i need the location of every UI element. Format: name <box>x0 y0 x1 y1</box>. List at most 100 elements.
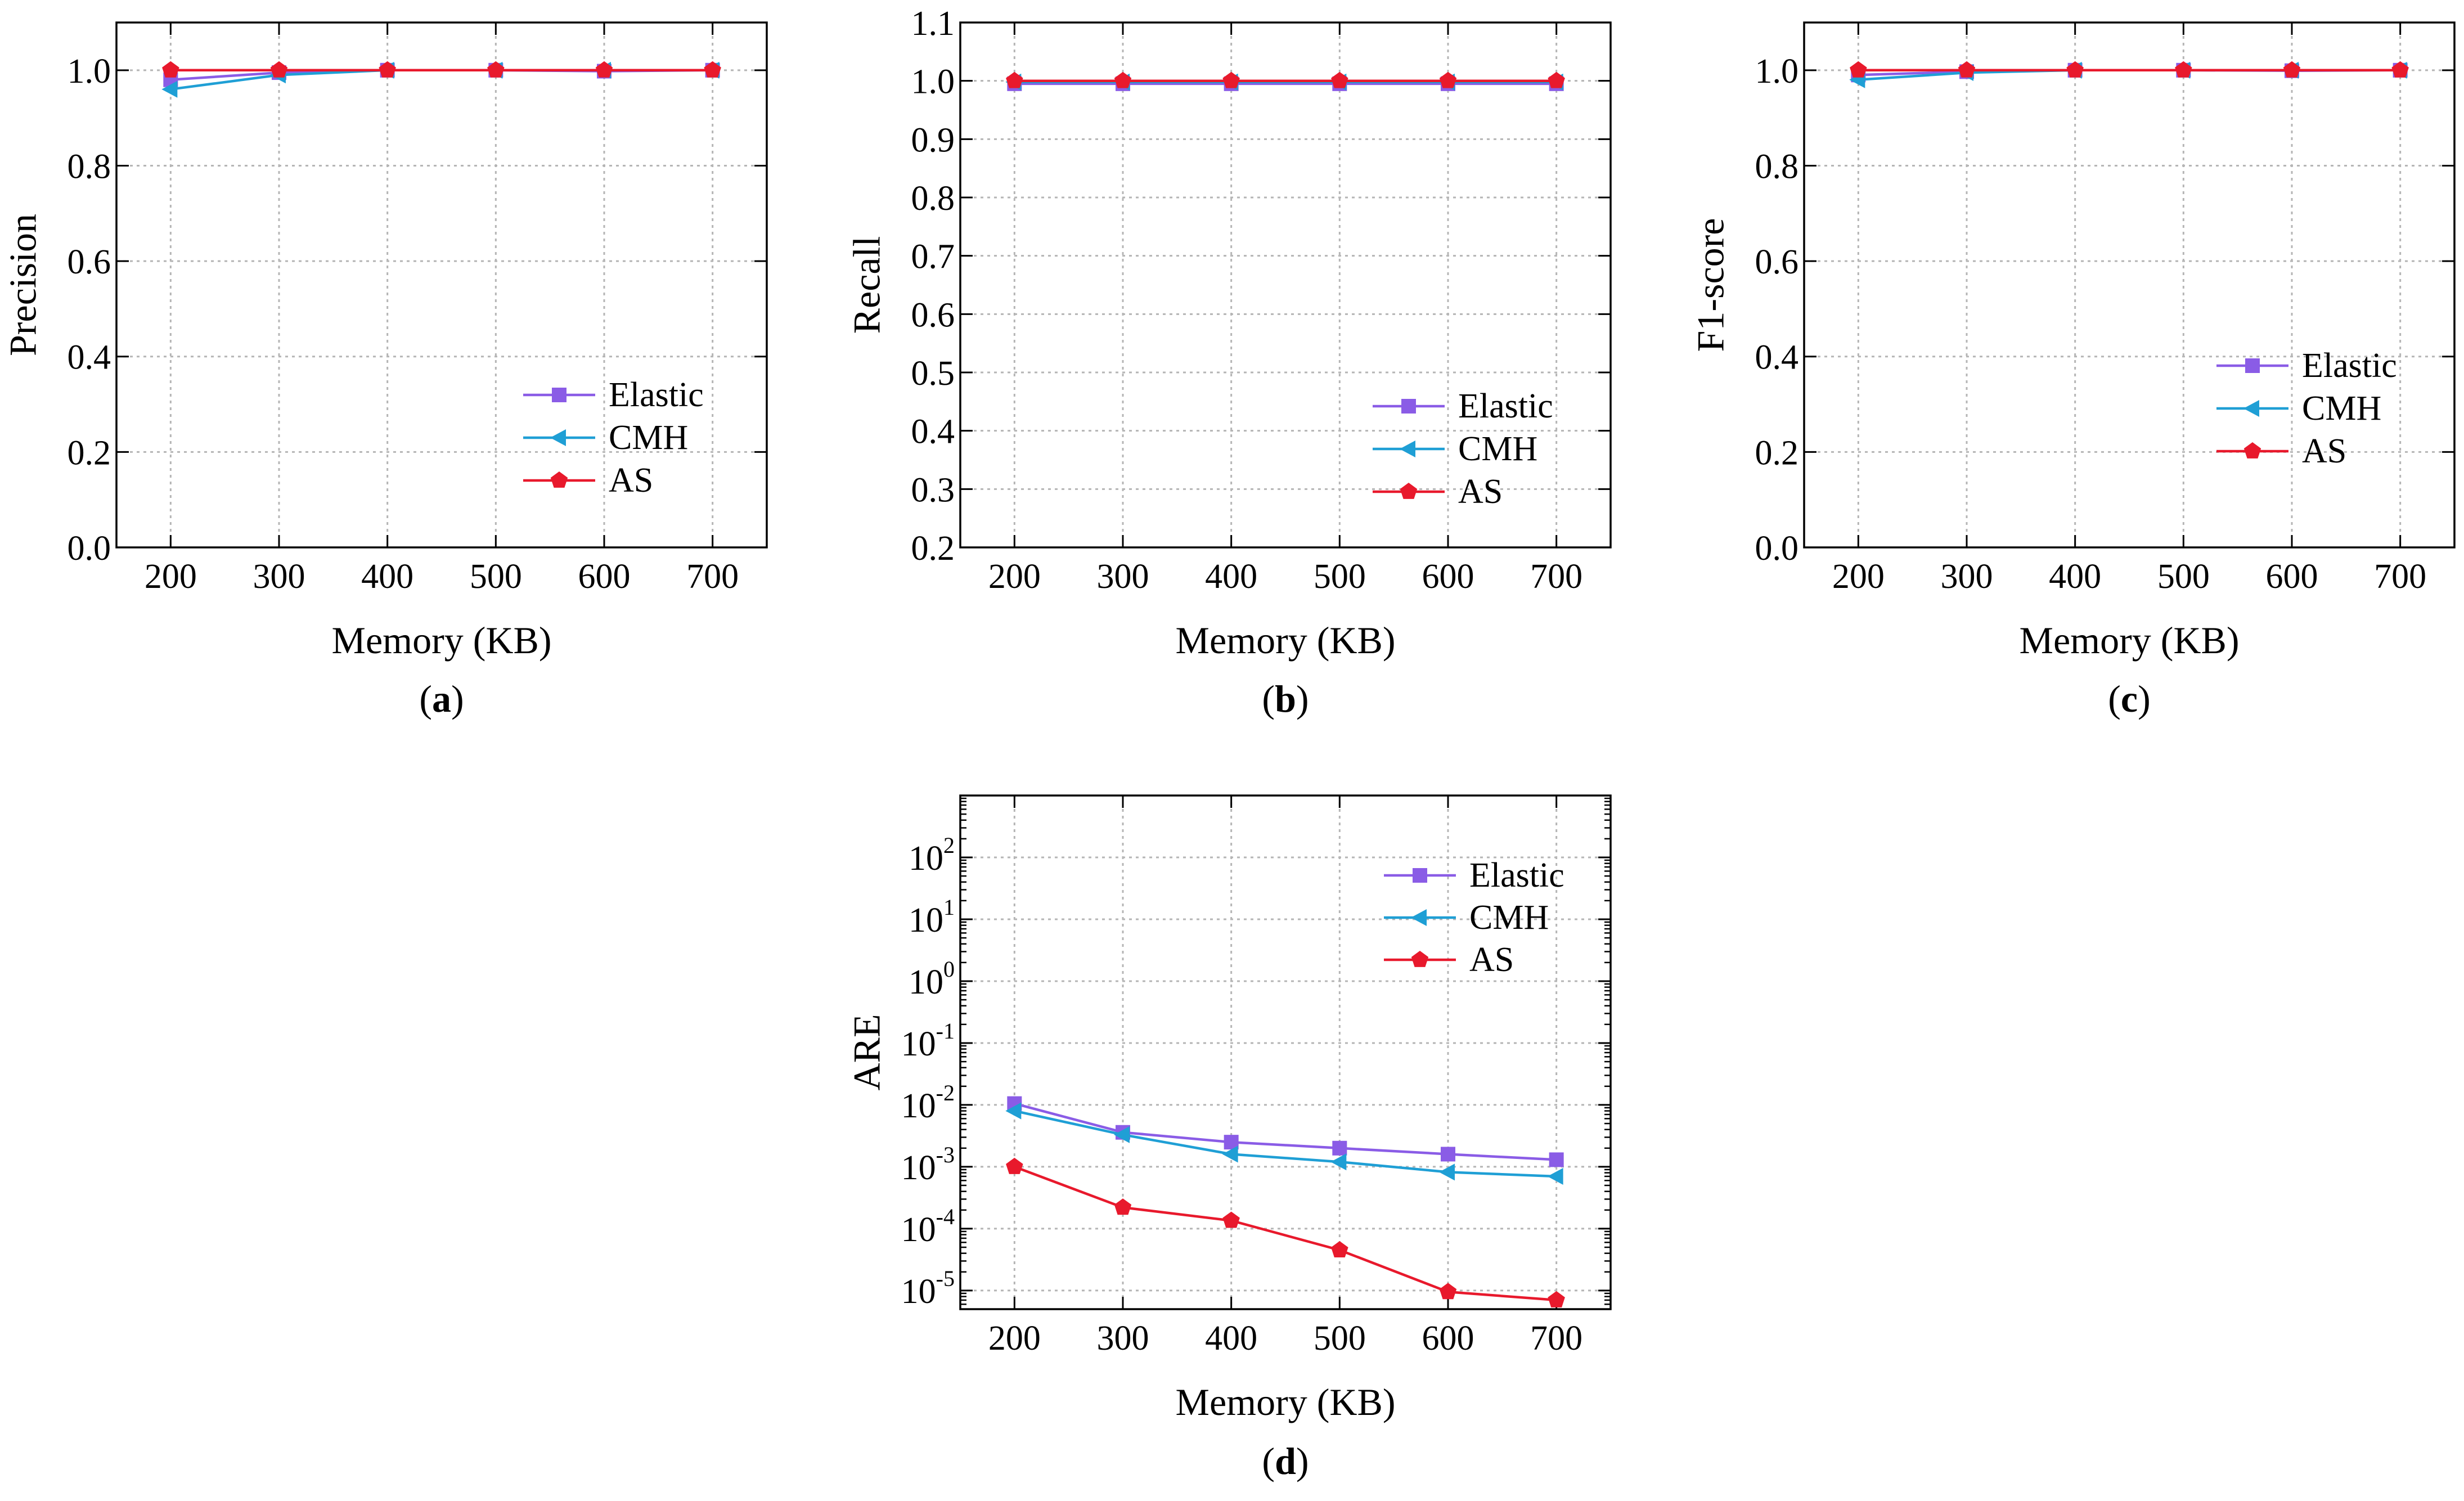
x-tick-label: 200 <box>988 1319 1041 1358</box>
x-tick-label: 600 <box>1422 1319 1474 1358</box>
y-tick-label: 102 <box>909 833 955 878</box>
legend-label: Elastic <box>1469 856 1564 895</box>
data-point-as <box>162 61 179 78</box>
data-point-as <box>1439 71 1457 88</box>
chart-a: 200 300 400 500 600 700 0.0 0.2 0.4 0.6 0.8 1.0 Memo… <box>2 21 768 720</box>
plot-frame <box>1803 21 2456 549</box>
plot-frame <box>959 21 1612 549</box>
data-point-as <box>2283 61 2301 78</box>
x-tick-label: 500 <box>2157 558 2210 596</box>
grid <box>1804 23 2454 549</box>
data-point-cmh <box>1114 1126 1130 1143</box>
series-cmh <box>1005 1102 1563 1185</box>
series-as <box>162 61 721 78</box>
legend-item-elastic: Elastic <box>523 376 704 414</box>
series-elastic <box>1007 76 1564 91</box>
data-point-cmh <box>161 80 178 98</box>
y-tick-label: 0.5 <box>911 354 955 393</box>
x-tick-label: 600 <box>2266 558 2318 596</box>
data-point-as <box>2066 61 2084 78</box>
x-tick-label: 400 <box>1205 1319 1257 1358</box>
x-tick-label: 300 <box>1097 1319 1149 1358</box>
x-axis-label: Memory (KB) <box>1176 1381 1396 1423</box>
x-axis-label: Memory (KB) <box>2020 619 2240 662</box>
y-tick-label: 1.1 <box>911 5 955 43</box>
y-tick-label: 0.0 <box>68 529 111 568</box>
x-tick-label: 400 <box>2049 558 2101 596</box>
legend: Elastic CMH AS <box>1373 387 1553 511</box>
legend-item-elastic: Elastic <box>1373 387 1553 425</box>
x-tick-label: 300 <box>253 558 305 596</box>
y-axis-label: F1-score <box>1689 218 1732 352</box>
legend-marker <box>1411 951 1429 967</box>
data-point-as <box>1850 61 1867 78</box>
data-point-as <box>270 61 288 78</box>
grid <box>116 23 767 549</box>
series-elastic <box>163 62 720 87</box>
data-point-elastic <box>1332 1140 1347 1156</box>
data-point-elastic <box>1549 1152 1564 1167</box>
y-tick-label: 0.8 <box>911 179 955 218</box>
panel-caption: (c) <box>2108 677 2151 720</box>
x-axis-label: Memory (KB) <box>332 619 552 662</box>
legend-label: AS <box>1469 941 1514 979</box>
series-as <box>1006 1157 1565 1307</box>
legend-marker <box>2243 400 2259 417</box>
chart-b: 200 300 400 500 600 700 0.2 0.3 0.4 0.5 0.6 0.7 0.8 0… <box>846 5 1612 720</box>
y-tick-label: 0.0 <box>1755 529 1799 568</box>
series-as <box>1850 61 2409 78</box>
legend-label: AS <box>2302 432 2346 470</box>
legend-marker <box>2245 358 2260 373</box>
x-tick-label: 200 <box>1832 558 1885 596</box>
legend-label: Elastic <box>609 376 704 414</box>
x-tick-label: 200 <box>988 558 1041 596</box>
series-cmh <box>161 61 720 98</box>
x-tick-label: 600 <box>578 558 631 596</box>
y-tick-label: 0.2 <box>1755 434 1799 472</box>
legend-marker <box>1401 399 1416 414</box>
legend-item-cmh: CMH <box>1384 898 1549 937</box>
data-point-as <box>1114 1198 1132 1215</box>
data-point-as <box>1222 71 1240 88</box>
x-tick-label: 500 <box>1314 558 1366 596</box>
data-point-as <box>704 61 721 78</box>
y-tick-label: 0.6 <box>1755 243 1799 281</box>
x-tick-label: 700 <box>1530 1319 1582 1358</box>
legend-item-as: AS <box>523 461 653 500</box>
legend-item-cmh: CMH <box>2216 389 2381 428</box>
x-axis-label: Memory (KB) <box>1176 619 1396 662</box>
y-tick-label: 1.0 <box>1755 52 1799 91</box>
series-as <box>1006 71 1565 88</box>
x-tick-label: 700 <box>2374 558 2426 596</box>
legend-label: CMH <box>609 419 688 457</box>
legend-item-as: AS <box>2216 432 2346 470</box>
data-point-as <box>1331 71 1348 88</box>
y-tick-label: 0.8 <box>1755 147 1799 186</box>
data-point-as <box>487 61 505 78</box>
legend-marker <box>1411 909 1427 926</box>
data-point-as <box>595 61 613 78</box>
data-point-as <box>1222 1211 1240 1228</box>
legend-label: AS <box>609 461 653 500</box>
chart-c: 200 300 400 500 600 700 0.0 0.2 0.4 0.6 0.8 1.0 Memo… <box>1689 21 2456 720</box>
y-tick-label: 10-3 <box>901 1142 955 1187</box>
data-point-cmh <box>1330 1153 1347 1171</box>
legend: Elastic CMH AS <box>2216 347 2397 470</box>
y-axis-label: Precision <box>2 214 44 356</box>
data-point-as <box>1548 71 1565 88</box>
panel-caption: (d) <box>1262 1440 1309 1482</box>
legend-marker <box>1400 483 1418 499</box>
grid <box>960 21 1611 549</box>
y-tick-label: 0.6 <box>911 296 955 334</box>
legend-marker <box>550 429 566 446</box>
data-point-as <box>1548 1291 1565 1307</box>
x-tick-label: 700 <box>686 558 739 596</box>
chart-d: 200 300 400 500 600 700 10-5 10-4 10-3 10-2 10-1 10… <box>846 794 1612 1482</box>
legend-label: CMH <box>2302 389 2381 428</box>
y-tick-label: 1.0 <box>68 52 111 91</box>
legend-item-elastic: Elastic <box>1384 856 1564 895</box>
y-tick-label: 101 <box>909 895 955 940</box>
y-tick-label: 0.2 <box>68 434 111 472</box>
data-point-as <box>1331 1241 1348 1257</box>
data-point-cmh <box>1547 1167 1563 1185</box>
